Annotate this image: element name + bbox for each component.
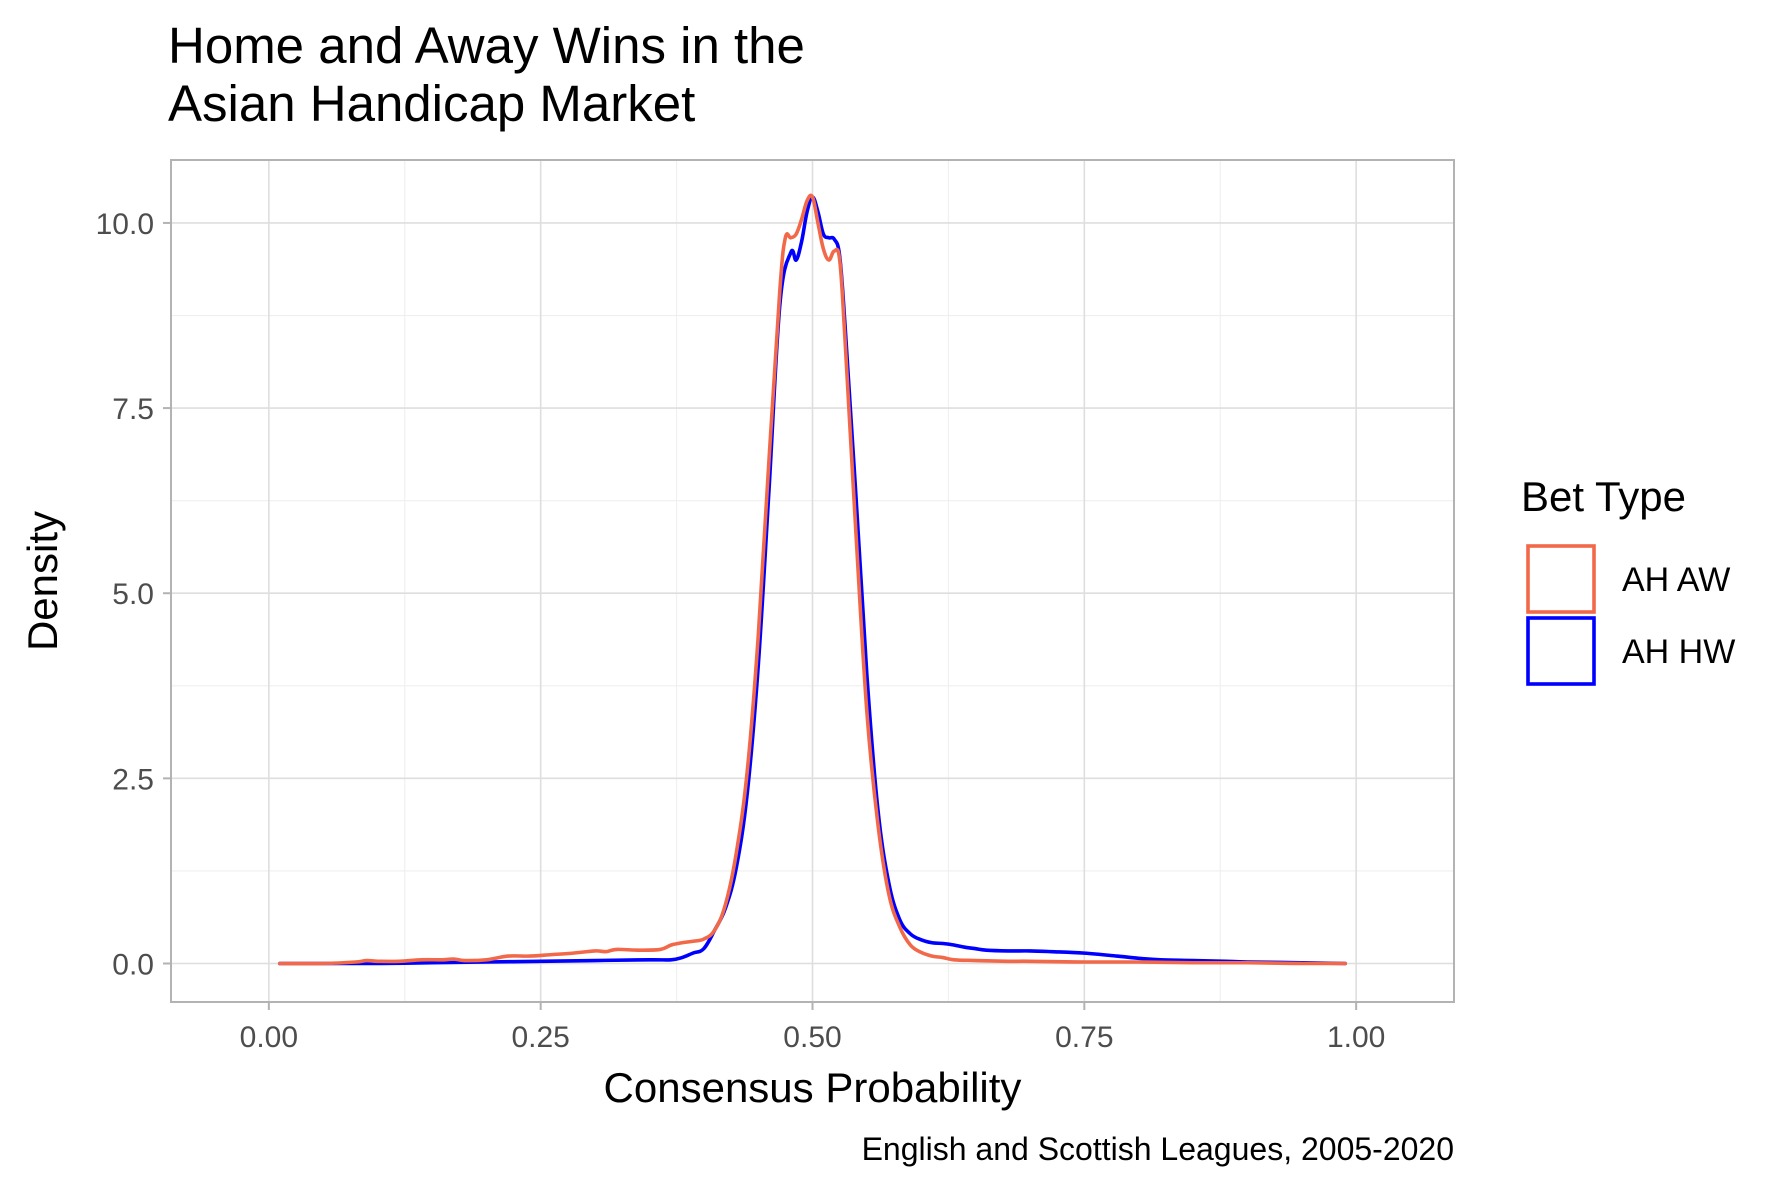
- legend-key-ah-aw: [1526, 544, 1596, 614]
- x-tick-label: 0.25: [511, 1021, 569, 1054]
- chart-title-line-2: Asian Handicap Market: [168, 75, 695, 132]
- y-axis: 0.0 2.5 5.0 7.5 10.0: [96, 208, 171, 981]
- y-tick-label: 5.0: [112, 578, 154, 611]
- legend: Bet Type AH AW AH HW: [1521, 473, 1735, 686]
- density-series: [277, 193, 1348, 966]
- x-axis: 0.00 0.25 0.50 0.75 1.00: [240, 1002, 1385, 1054]
- x-tick-label: 0.00: [240, 1021, 298, 1054]
- series-line-ah-hw: [277, 195, 1348, 966]
- legend-label: AH HW: [1622, 633, 1735, 671]
- y-tick-label: 10.0: [96, 208, 154, 241]
- y-tick-label: 2.5: [112, 763, 154, 796]
- y-tick-label: 7.5: [112, 393, 154, 426]
- legend-key-ah-hw: [1526, 616, 1596, 686]
- x-tick-label: 1.00: [1327, 1021, 1385, 1054]
- y-axis-title: Density: [19, 511, 66, 651]
- legend-title: Bet Type: [1521, 473, 1686, 520]
- x-tick-label: 0.75: [1055, 1021, 1113, 1054]
- series-line-ah-aw: [277, 193, 1348, 966]
- chart-title-line-1: Home and Away Wins in the: [168, 17, 805, 74]
- y-tick-label: 0.0: [112, 948, 154, 981]
- x-tick-label: 0.50: [783, 1021, 841, 1054]
- x-axis-title: Consensus Probability: [604, 1064, 1022, 1111]
- legend-label: AH AW: [1622, 561, 1730, 599]
- major-gridlines: [171, 160, 1454, 1002]
- chart-caption: English and Scottish Leagues, 2005-2020: [862, 1131, 1454, 1167]
